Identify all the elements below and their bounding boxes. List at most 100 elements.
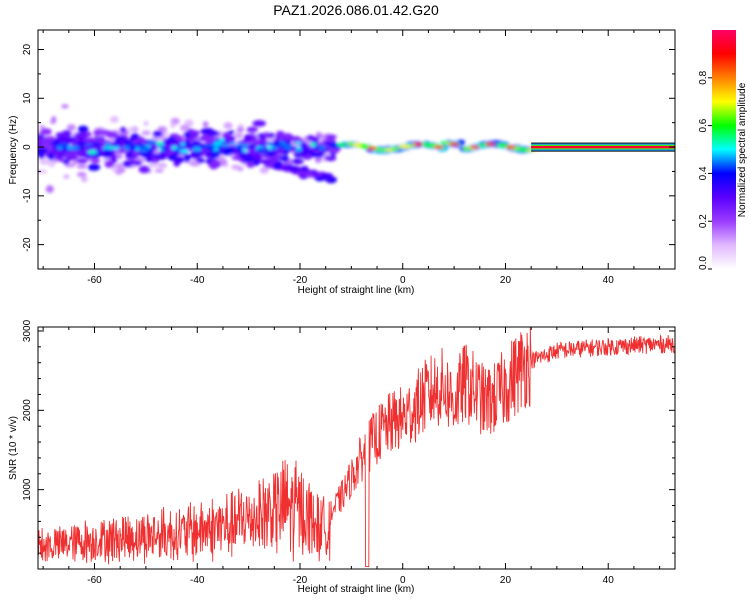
spectral-blob xyxy=(248,143,255,147)
spectral-blob xyxy=(249,154,264,159)
spectral-blob xyxy=(38,169,48,174)
y-tick-label: 2000 xyxy=(22,399,33,422)
spectral-blob xyxy=(38,154,45,160)
spectral-blob xyxy=(294,141,302,145)
carrier-band-stripe xyxy=(531,142,675,144)
spectral-blob xyxy=(259,166,269,174)
spectral-blob xyxy=(366,146,377,150)
spectral-blob xyxy=(134,142,144,148)
colorbar-tick-label: 0.4 xyxy=(698,166,709,180)
spectral-blob xyxy=(351,142,361,147)
spectral-blob xyxy=(229,141,236,145)
spectral-blob xyxy=(228,130,235,135)
spectral-blob xyxy=(143,121,149,126)
spectral-blob xyxy=(289,165,300,172)
carrier-band-stripe xyxy=(531,149,675,151)
snr-series-layer xyxy=(38,327,675,568)
spectral-blob xyxy=(291,158,304,165)
spectral-blob xyxy=(180,142,186,146)
spectral-blob xyxy=(505,145,516,149)
spectral-blob xyxy=(217,146,223,150)
spectral-blob xyxy=(96,129,111,136)
spectral-blob xyxy=(219,138,225,142)
spectral-blob xyxy=(148,163,159,168)
spectral-blob xyxy=(90,158,101,164)
spectral-blob xyxy=(174,147,184,151)
spectral-blob xyxy=(39,158,50,165)
spectral-blob xyxy=(102,158,107,162)
spectral-blob xyxy=(280,144,285,150)
y-tick-label: 10 xyxy=(22,92,33,104)
spectral-blob xyxy=(223,122,233,130)
spectral-blob xyxy=(246,126,259,133)
spectral-blob xyxy=(241,143,249,148)
spectral-blob xyxy=(160,146,169,150)
x-tick-label: 20 xyxy=(500,275,512,286)
figure-title: PAZ1.2026.086.01.42.G20 xyxy=(273,2,439,18)
spectral-blob xyxy=(517,147,529,152)
spectral-blob xyxy=(40,128,52,136)
spectral-blob xyxy=(76,158,88,164)
spectral-blob xyxy=(281,133,294,141)
spectral-blob xyxy=(85,145,94,151)
spectral-blob xyxy=(260,151,269,154)
spectral-blob xyxy=(202,121,209,128)
y-tick-label: 20 xyxy=(22,44,33,56)
spectral-blob xyxy=(485,142,496,146)
carrier-band-stripe xyxy=(531,148,675,150)
colorbar-tick-label: 0.8 xyxy=(698,70,709,84)
carrier-band-stripe xyxy=(531,150,675,152)
snr-series-line xyxy=(38,327,675,568)
spectral-blob xyxy=(81,176,88,183)
spectral-blob xyxy=(137,136,145,144)
spectral-blob xyxy=(246,161,255,168)
spectral-blob xyxy=(50,142,59,146)
spectral-blob xyxy=(203,136,212,142)
spectral-blob xyxy=(76,164,88,169)
spectral-blob xyxy=(129,146,134,150)
spectral-blob xyxy=(62,159,70,165)
colorbar-tick-label: 0.6 xyxy=(698,118,709,132)
spectral-blob xyxy=(239,152,248,160)
colorbar-tick-label: 0.2 xyxy=(698,214,709,228)
snr-panel: -60 -40 -20 0 20 40 3000 2000 1000 Height of str… xyxy=(8,319,676,595)
spectral-blob xyxy=(449,142,460,146)
spectral-blob xyxy=(65,154,78,161)
x-tick-label: -40 xyxy=(190,575,205,586)
spectral-blob xyxy=(155,141,164,146)
spectral-blob xyxy=(122,145,132,151)
spectral-blob xyxy=(244,134,253,142)
spectral-blob xyxy=(47,153,55,161)
spectral-blob xyxy=(242,148,247,153)
spectral-blob xyxy=(138,165,151,174)
spectral-blob xyxy=(324,155,335,161)
spectral-blob xyxy=(68,136,76,144)
spectral-blob xyxy=(318,144,326,150)
spectral-blob xyxy=(113,144,122,148)
spectrogram-panel: -60 -40 -20 0 20 40 20 10 0 -10 -20 Height of stra… xyxy=(8,29,676,296)
spectral-blob xyxy=(147,139,156,145)
spectral-blob xyxy=(272,142,281,147)
spectral-blob xyxy=(433,145,444,149)
spectral-blob xyxy=(141,130,151,136)
spectral-blob xyxy=(157,126,167,133)
spectral-blob xyxy=(293,151,307,159)
snr-ylabel: SNR (10 * v/v) xyxy=(8,416,19,480)
spectral-blob xyxy=(303,172,314,177)
x-tick-label: -20 xyxy=(293,575,308,586)
spectral-blob xyxy=(172,156,185,164)
spectral-blob xyxy=(263,162,276,169)
spectral-blob xyxy=(48,160,55,168)
spectral-blob xyxy=(113,146,120,150)
spectrogram-ylabel: Frequency (Hz) xyxy=(8,116,19,185)
colorbar-ticks: 0.0 0.2 0.4 0.6 0.8 xyxy=(698,70,712,270)
spectral-blob xyxy=(277,155,288,160)
spectral-blob xyxy=(42,143,53,149)
spectral-blob xyxy=(385,148,393,152)
spectral-blob xyxy=(478,143,487,147)
spectral-blob xyxy=(306,134,315,142)
spectral-blob xyxy=(76,172,87,177)
spectral-blob xyxy=(56,138,70,143)
spectral-blob xyxy=(205,146,216,151)
